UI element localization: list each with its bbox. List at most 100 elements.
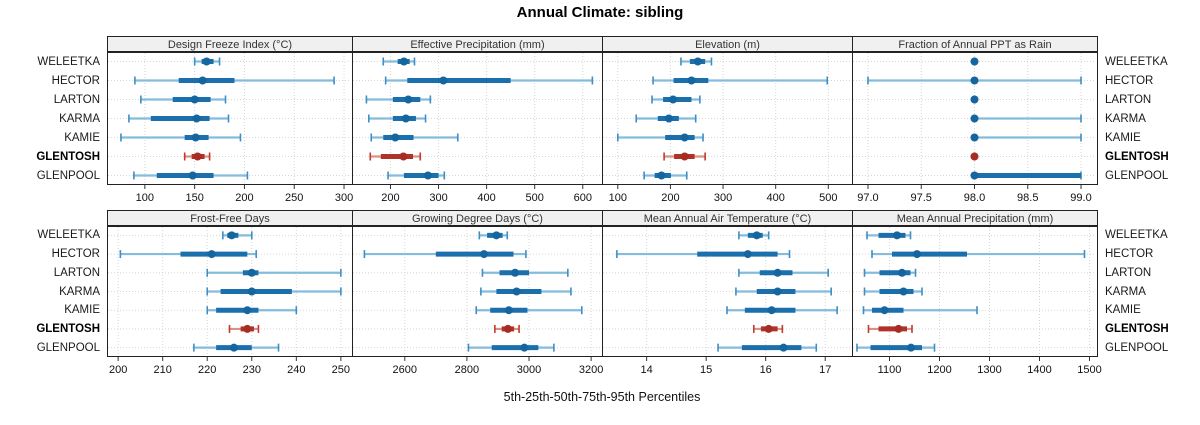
percentile-row-kamie bbox=[616, 133, 704, 142]
median-dot bbox=[693, 57, 702, 66]
median-dot bbox=[520, 343, 529, 352]
station-label-left-glenpool: GLENPOOL bbox=[36, 341, 100, 354]
tick-label: 250 bbox=[285, 192, 303, 204]
panel-x-axis: 100 200 300 400 500 bbox=[609, 185, 837, 204]
percentile-row-weleetka bbox=[970, 57, 979, 66]
percentile-row-glentosh bbox=[183, 152, 211, 161]
percentile-row-glentosh bbox=[494, 324, 520, 333]
station-label-right-karma: KARMA bbox=[1105, 285, 1146, 298]
panel-header: Design Freeze Index (°C) bbox=[107, 36, 353, 52]
percentile-row-weleetka bbox=[478, 231, 509, 240]
panel-header: Fraction of Annual PPT as Rain bbox=[852, 36, 1098, 52]
median-dot bbox=[898, 268, 906, 277]
panel-plot bbox=[352, 226, 603, 357]
median-dot bbox=[511, 268, 520, 277]
station-label-left-hector: HECTOR bbox=[51, 248, 100, 261]
tick-label: 3000 bbox=[517, 364, 541, 376]
panel-header: Growing Degree Days (°C) bbox=[352, 210, 603, 226]
median-dot bbox=[193, 152, 202, 161]
median-dot bbox=[190, 95, 199, 104]
percentile-row-kamie bbox=[120, 133, 242, 142]
station-label-left-larton: LARTON bbox=[53, 266, 100, 279]
percentile-row-hector bbox=[119, 250, 258, 259]
station-label-right-weleetka: WELEETKA bbox=[1105, 55, 1168, 68]
tick-label: 500 bbox=[526, 192, 544, 204]
tick-label: 200 bbox=[381, 192, 399, 204]
tick-label: 98.5 bbox=[1017, 192, 1038, 204]
median-dot bbox=[503, 324, 512, 333]
tick-label: 100 bbox=[609, 192, 627, 204]
median-dot bbox=[247, 268, 256, 277]
median-dot bbox=[764, 324, 773, 333]
percentile-row-larton bbox=[206, 268, 342, 277]
panel-x-axis: 14 15 16 17 bbox=[641, 357, 831, 376]
percentile-row-kamie bbox=[726, 306, 838, 315]
tick-label: 500 bbox=[819, 192, 837, 204]
panel-border bbox=[852, 52, 1098, 185]
panel-x-axis: 200 210 220 230 240 250 bbox=[109, 357, 350, 376]
percentile-row-karma bbox=[735, 287, 832, 296]
station-label-right-larton: LARTON bbox=[1105, 93, 1152, 106]
median-dot bbox=[657, 171, 666, 180]
tick-label: 400 bbox=[477, 192, 495, 204]
percentile-row-karma bbox=[128, 114, 230, 123]
station-label-left-karma: KARMA bbox=[59, 112, 100, 125]
median-dot bbox=[970, 152, 979, 161]
station-label-right-karma: KARMA bbox=[1105, 112, 1146, 125]
tick-label: 200 bbox=[235, 192, 253, 204]
panel-plot bbox=[107, 52, 353, 185]
tick-label: 98.0 bbox=[964, 192, 985, 204]
median-dot bbox=[188, 171, 197, 180]
percentile-row-glenpool bbox=[467, 343, 555, 352]
tick-label: 97.0 bbox=[857, 192, 878, 204]
percentile-row-larton bbox=[738, 268, 829, 277]
station-label-left-glenpool: GLENPOOL bbox=[36, 169, 100, 182]
percentile-row-kamie bbox=[475, 306, 583, 315]
percentile-row-glentosh bbox=[228, 324, 260, 333]
median-dot bbox=[767, 306, 776, 315]
panel-x-axis: 2600 2800 3000 3200 bbox=[393, 357, 603, 376]
percentile-row-larton bbox=[863, 268, 917, 277]
percentile-row-weleetka bbox=[382, 57, 416, 66]
median-dot bbox=[401, 114, 410, 123]
panel-plot bbox=[352, 52, 603, 185]
tick-label: 1400 bbox=[1027, 364, 1051, 376]
percentile-row-hector bbox=[616, 250, 791, 259]
panel-header: Mean Annual Precipitation (mm) bbox=[852, 210, 1098, 226]
median-dot bbox=[243, 324, 252, 333]
panel-header: Effective Precipitation (mm) bbox=[352, 36, 603, 52]
tick-label: 16 bbox=[760, 364, 772, 376]
percentile-row-weleetka bbox=[738, 231, 770, 240]
median-dot bbox=[680, 133, 689, 142]
station-label-left-glentosh: GLENTOSH bbox=[36, 150, 100, 163]
percentile-row-glenpool bbox=[856, 343, 936, 352]
median-dot bbox=[198, 76, 207, 85]
median-dot bbox=[404, 95, 413, 104]
percentile-row-karma bbox=[480, 287, 572, 296]
percentile-row-hector bbox=[363, 250, 527, 259]
median-dot bbox=[504, 306, 513, 315]
percentile-row-karma bbox=[368, 114, 427, 123]
percentile-row-glentosh bbox=[369, 152, 422, 161]
percentile-row-kamie bbox=[206, 306, 298, 315]
median-dot bbox=[669, 95, 678, 104]
percentile-row-karma bbox=[206, 287, 342, 296]
percentile-row-hector bbox=[134, 76, 335, 85]
median-dot bbox=[894, 324, 903, 333]
median-dot bbox=[227, 231, 236, 240]
station-label-left-weleetka: WELEETKA bbox=[37, 229, 100, 242]
percentile-row-glenpool bbox=[387, 171, 446, 180]
station-label-left-karma: KARMA bbox=[59, 285, 100, 298]
tick-label: 17 bbox=[819, 364, 831, 376]
median-dot bbox=[970, 114, 979, 123]
percentile-row-larton bbox=[970, 95, 979, 104]
tick-label: 1300 bbox=[977, 364, 1001, 376]
tick-label: 100 bbox=[136, 192, 154, 204]
panel-border bbox=[852, 226, 1098, 357]
tick-label: 97.5 bbox=[911, 192, 932, 204]
median-dot bbox=[687, 76, 696, 85]
station-label-right-glentosh: GLENTOSH bbox=[1105, 150, 1169, 163]
panel-x-axis: 200 300 400 500 600 bbox=[381, 185, 592, 204]
percentile-row-glenpool bbox=[133, 171, 249, 180]
